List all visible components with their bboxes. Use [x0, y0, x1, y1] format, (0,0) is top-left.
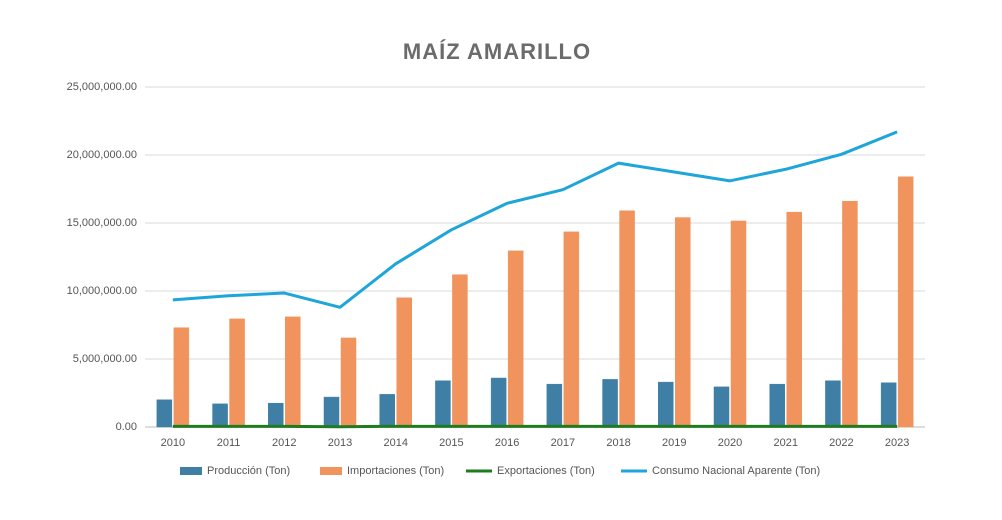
- bar: [898, 177, 913, 427]
- x-tick-label: 2018: [606, 437, 630, 449]
- y-tick-label: 25,000,000.00: [67, 81, 137, 93]
- bar: [213, 404, 228, 427]
- chart-title: MAÍZ AMARILLO: [403, 39, 591, 64]
- bar: [825, 381, 840, 427]
- bar: [341, 338, 356, 427]
- x-tick-label: 2022: [829, 437, 853, 449]
- bar: [397, 298, 412, 427]
- x-tick-label: 2013: [328, 437, 352, 449]
- bar: [268, 403, 283, 427]
- bar: [508, 251, 523, 427]
- y-tick-label: 20,000,000.00: [67, 149, 137, 161]
- x-tick-label: 2012: [272, 437, 296, 449]
- legend-label: Exportaciones (Ton): [497, 465, 595, 477]
- bar: [842, 201, 857, 427]
- x-tick-label: 2019: [662, 437, 686, 449]
- x-tick-label: 2023: [885, 437, 909, 449]
- bar: [547, 384, 562, 427]
- x-tick-label: 2020: [718, 437, 742, 449]
- bar: [620, 211, 635, 427]
- legend-swatch: [180, 467, 202, 475]
- x-tick-label: 2017: [551, 437, 575, 449]
- legend-swatch: [320, 467, 342, 475]
- bar: [285, 317, 300, 427]
- bar: [714, 387, 729, 427]
- bar: [564, 232, 579, 427]
- bar: [174, 328, 189, 427]
- x-tick-label: 2010: [161, 437, 185, 449]
- bar: [881, 383, 896, 427]
- bar: [230, 319, 245, 427]
- bar: [658, 382, 673, 427]
- bar: [324, 397, 339, 427]
- x-tick-label: 2015: [439, 437, 463, 449]
- bar: [491, 378, 506, 427]
- y-tick-label: 15,000,000.00: [67, 217, 137, 229]
- x-tick-label: 2021: [773, 437, 797, 449]
- x-tick-label: 2016: [495, 437, 519, 449]
- bar: [787, 212, 802, 427]
- y-tick-label: 10,000,000.00: [67, 285, 137, 297]
- bar: [435, 381, 450, 427]
- bar: [731, 221, 746, 427]
- bar: [380, 394, 395, 427]
- bar: [452, 275, 467, 427]
- bar: [157, 400, 172, 427]
- bar: [675, 218, 690, 427]
- y-tick-label: 0.00: [116, 421, 137, 433]
- y-tick-label: 5,000,000.00: [73, 353, 137, 365]
- bar: [770, 384, 785, 427]
- legend-label: Importaciones (Ton): [347, 465, 444, 477]
- legend-label: Consumo Nacional Aparente (Ton): [652, 465, 820, 477]
- bar: [603, 379, 618, 427]
- legend-label: Producción (Ton): [207, 465, 290, 477]
- x-tick-label: 2011: [217, 437, 241, 449]
- x-tick-label: 2014: [383, 437, 407, 449]
